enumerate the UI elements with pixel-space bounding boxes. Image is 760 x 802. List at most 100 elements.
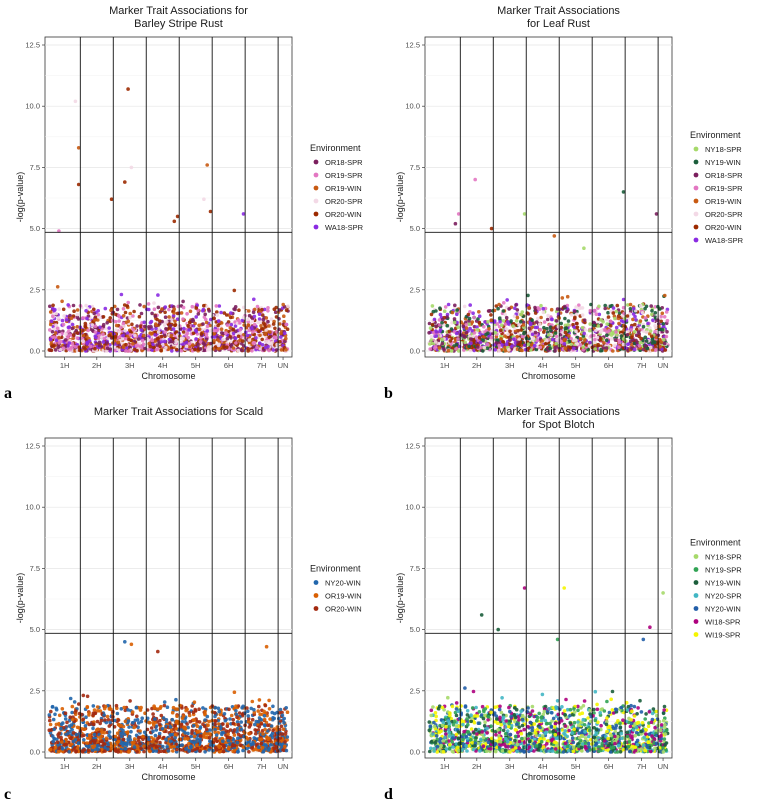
data-point bbox=[181, 714, 186, 718]
data-point bbox=[152, 301, 156, 305]
data-point bbox=[81, 333, 85, 338]
data-point bbox=[194, 306, 199, 310]
data-point bbox=[593, 337, 597, 342]
data-point bbox=[611, 331, 615, 336]
data-point bbox=[500, 323, 504, 328]
data-point bbox=[427, 331, 431, 335]
data-point bbox=[252, 341, 257, 345]
x-tick-label: 5H bbox=[191, 762, 201, 771]
data-point bbox=[114, 703, 119, 708]
data-point bbox=[114, 328, 118, 333]
data-point bbox=[264, 644, 269, 649]
data-point bbox=[221, 739, 225, 743]
data-point bbox=[581, 345, 585, 349]
data-point bbox=[174, 727, 178, 731]
legend-entry: NY18-SPR bbox=[705, 145, 742, 154]
data-point bbox=[81, 328, 85, 333]
data-point bbox=[149, 325, 153, 329]
data-point bbox=[204, 320, 209, 325]
data-point bbox=[187, 713, 192, 718]
data-point bbox=[150, 743, 155, 748]
data-point bbox=[482, 345, 486, 350]
data-point bbox=[261, 327, 265, 331]
data-point bbox=[172, 311, 176, 315]
data-point bbox=[228, 334, 232, 339]
data-point bbox=[519, 319, 523, 324]
data-point bbox=[115, 307, 120, 312]
data-point bbox=[644, 339, 649, 343]
data-point bbox=[282, 314, 286, 319]
data-point bbox=[471, 334, 475, 339]
data-point bbox=[438, 323, 442, 327]
data-point bbox=[154, 724, 159, 728]
data-point bbox=[94, 335, 98, 340]
data-point bbox=[599, 337, 603, 341]
data-point bbox=[456, 349, 461, 353]
data-point bbox=[602, 341, 606, 345]
data-point bbox=[53, 712, 57, 717]
data-point bbox=[64, 332, 68, 336]
data-point bbox=[625, 333, 630, 337]
data-point bbox=[282, 720, 286, 725]
data-point bbox=[205, 324, 210, 329]
data-point bbox=[103, 718, 107, 722]
data-point bbox=[66, 344, 70, 348]
data-point bbox=[489, 313, 493, 317]
data-point bbox=[195, 746, 199, 751]
data-point bbox=[546, 333, 551, 337]
data-point bbox=[613, 338, 618, 342]
data-point bbox=[241, 748, 245, 753]
data-point bbox=[526, 342, 530, 347]
data-point bbox=[492, 343, 496, 347]
panel-a: 0.0 2.5 5.0 7.5 10.0 12.5 1H 2H 3H 4H 5H 6H 7H UN Chro… bbox=[0, 0, 380, 401]
data-point bbox=[141, 333, 146, 338]
data-point bbox=[48, 337, 53, 342]
data-point bbox=[252, 710, 257, 715]
data-point bbox=[246, 717, 251, 721]
data-point bbox=[154, 323, 158, 327]
data-point bbox=[213, 746, 218, 750]
data-point bbox=[624, 339, 628, 344]
data-point bbox=[520, 310, 525, 314]
data-point bbox=[190, 731, 194, 736]
data-point bbox=[467, 316, 472, 321]
data-point bbox=[149, 726, 154, 730]
data-point bbox=[105, 714, 110, 719]
data-point bbox=[429, 334, 434, 339]
data-point bbox=[193, 707, 197, 712]
data-point bbox=[121, 333, 125, 338]
data-point bbox=[503, 334, 507, 338]
data-point bbox=[250, 330, 255, 334]
data-point bbox=[255, 304, 260, 309]
data-point bbox=[217, 745, 221, 749]
data-point bbox=[226, 732, 230, 737]
data-point bbox=[99, 728, 104, 732]
data-point bbox=[271, 348, 276, 352]
data-point bbox=[663, 293, 667, 298]
data-point bbox=[234, 704, 238, 708]
data-point bbox=[119, 707, 124, 711]
data-point bbox=[119, 734, 124, 739]
data-point bbox=[128, 311, 132, 316]
data-point bbox=[257, 317, 262, 321]
data-point bbox=[232, 728, 237, 732]
data-point bbox=[184, 340, 189, 345]
x-tick-label: 3H bbox=[505, 361, 515, 370]
data-point bbox=[238, 328, 243, 332]
data-point bbox=[93, 330, 98, 334]
data-point bbox=[504, 315, 509, 320]
data-point bbox=[597, 304, 601, 309]
data-point bbox=[526, 331, 531, 335]
legend-swatch bbox=[693, 198, 699, 204]
data-point bbox=[60, 746, 64, 750]
data-point bbox=[87, 745, 91, 749]
data-point bbox=[222, 712, 227, 716]
data-point bbox=[452, 320, 457, 325]
data-point bbox=[74, 732, 79, 737]
data-point bbox=[471, 311, 475, 316]
data-point bbox=[454, 331, 459, 336]
data-point bbox=[503, 345, 507, 350]
data-point bbox=[198, 734, 203, 738]
data-point bbox=[76, 741, 81, 745]
data-point bbox=[548, 328, 553, 333]
